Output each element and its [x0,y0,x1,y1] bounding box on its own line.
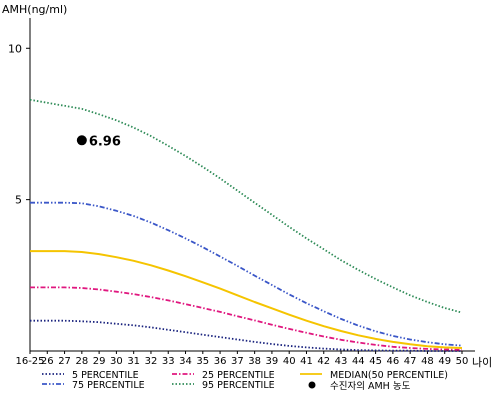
x-tick-label: 47 [404,356,417,367]
x-tick-label: 46 [387,356,400,367]
y-tick-label: 5 [15,194,22,207]
series-lines [29,98,463,352]
x-tick-label: 39 [266,356,279,367]
series-line [30,250,463,349]
series-line [29,98,463,314]
x-tick-label: 26 [41,356,54,367]
x-tick-label: 30 [110,356,123,367]
x-tick-label: 42 [317,356,330,367]
legend-label: 95 PERCENTILE [202,380,275,391]
x-tick-label: 29 [93,356,106,367]
legend-label: 75 PERCENTILE [72,380,145,391]
legend: 5 PERCENTILE 25 PERCENTILE MEDIAN(50 PERCE… [42,370,448,392]
x-tick-label: 35 [196,356,209,367]
x-tick-label: 37 [231,356,244,367]
x-tick-label: 27 [58,356,71,367]
x-tick-label: 45 [369,356,382,367]
x-tick-label: 48 [421,356,434,367]
x-tick-label: 28 [75,356,88,367]
legend-label: 25 PERCENTILE [202,370,275,381]
x-tick-label: 34 [179,356,192,367]
x-tick-label: 50 [456,356,469,367]
data-marker-label: 6.96 [89,134,121,149]
x-tick-label: 33 [162,356,175,367]
x-tick-label: 49 [438,356,451,367]
x-tick-label: 43 [335,356,348,367]
y-axis-label: AMH(ng/ml) [2,3,67,16]
y-ticks: 5 10 [8,42,30,207]
series-line [30,201,463,347]
legend-marker-label: 수진자의 AMH 농도 [330,381,411,392]
x-axis-label: 나이 [472,356,492,369]
x-tick-label: 31 [127,356,140,367]
x-tick-label: 38 [248,356,261,367]
legend-label: MEDIAN(50 PERCENTILE) [330,370,448,381]
x-tick-label: 16-25 [15,356,44,367]
legend-label: 5 PERCENTILE [72,370,139,381]
x-tick-label: 41 [300,356,313,367]
series-line [30,319,462,352]
x-tick-label: 32 [145,356,158,367]
marker-layer: 6.96 [76,134,121,149]
x-tick-label: 44 [352,356,365,367]
y-tick-label: 10 [8,42,22,55]
legend-marker-swatch [308,381,316,389]
x-tick-label: 40 [283,356,296,367]
x-tick-label: 36 [214,356,227,367]
data-marker-point [76,135,87,146]
